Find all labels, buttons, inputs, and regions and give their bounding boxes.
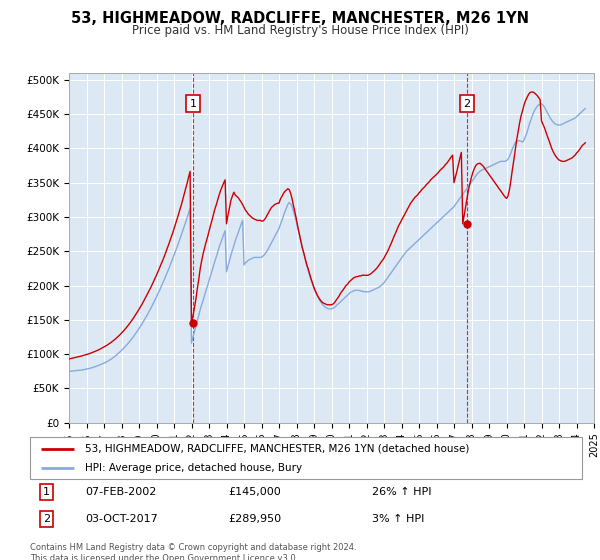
- Text: 2: 2: [464, 99, 470, 109]
- Text: £289,950: £289,950: [229, 514, 282, 524]
- Text: 03-OCT-2017: 03-OCT-2017: [85, 514, 158, 524]
- Text: 3% ↑ HPI: 3% ↑ HPI: [372, 514, 425, 524]
- Text: 53, HIGHMEADOW, RADCLIFFE, MANCHESTER, M26 1YN (detached house): 53, HIGHMEADOW, RADCLIFFE, MANCHESTER, M…: [85, 444, 470, 454]
- Text: 1: 1: [190, 99, 197, 109]
- Text: 26% ↑ HPI: 26% ↑ HPI: [372, 487, 432, 497]
- FancyBboxPatch shape: [30, 437, 582, 479]
- Text: 1: 1: [43, 487, 50, 497]
- Text: 53, HIGHMEADOW, RADCLIFFE, MANCHESTER, M26 1YN: 53, HIGHMEADOW, RADCLIFFE, MANCHESTER, M…: [71, 11, 529, 26]
- Text: £145,000: £145,000: [229, 487, 281, 497]
- Text: HPI: Average price, detached house, Bury: HPI: Average price, detached house, Bury: [85, 463, 302, 473]
- Text: 07-FEB-2002: 07-FEB-2002: [85, 487, 157, 497]
- Text: 2: 2: [43, 514, 50, 524]
- Text: Price paid vs. HM Land Registry's House Price Index (HPI): Price paid vs. HM Land Registry's House …: [131, 24, 469, 36]
- Text: Contains HM Land Registry data © Crown copyright and database right 2024.
This d: Contains HM Land Registry data © Crown c…: [30, 543, 356, 560]
